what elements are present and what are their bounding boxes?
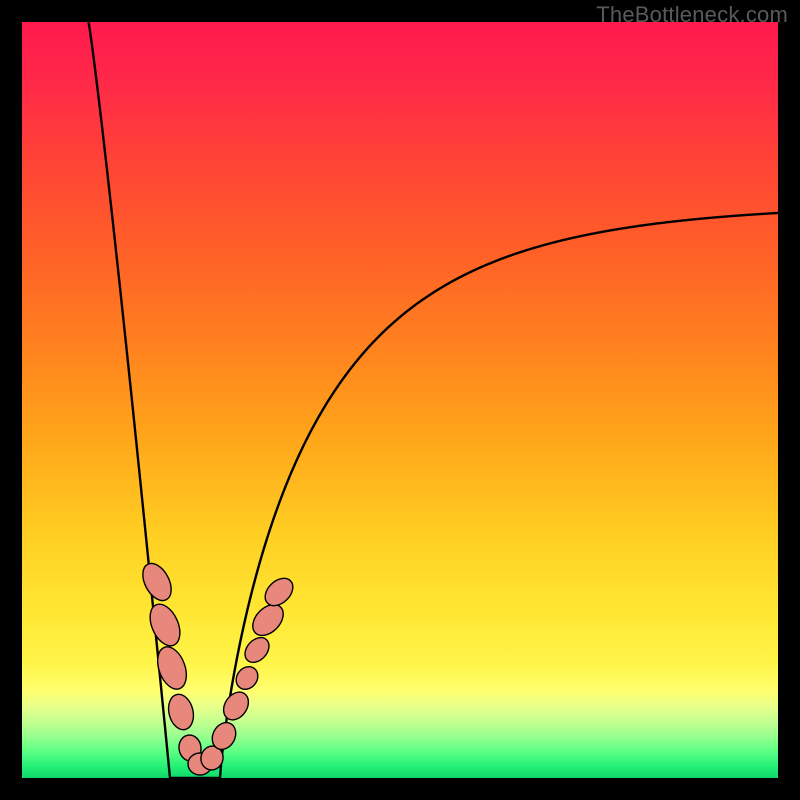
chart-stage: TheBottleneck.com <box>0 0 800 800</box>
watermark-text: TheBottleneck.com <box>596 2 788 28</box>
plot-background <box>22 22 778 778</box>
chart-svg <box>0 0 800 800</box>
